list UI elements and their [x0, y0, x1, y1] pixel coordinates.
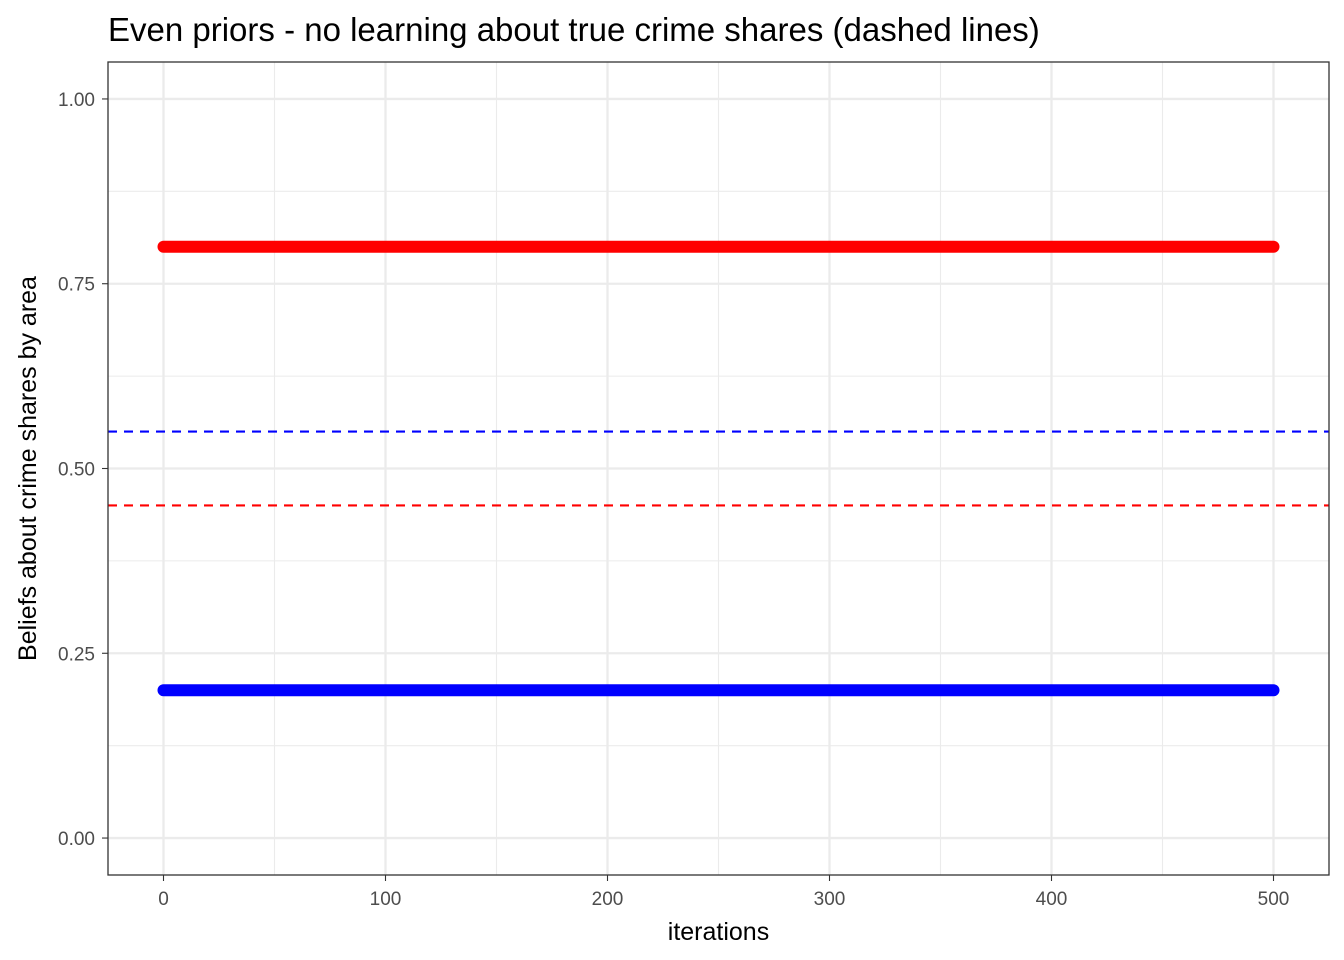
- x-tick-label: 300: [814, 889, 846, 910]
- x-axis: 0 100 200 300 400 500: [158, 875, 1289, 910]
- x-tick-label: 100: [370, 889, 402, 910]
- chart-title: Even priors - no learning about true cri…: [108, 11, 1040, 48]
- y-tick-label: 0.00: [58, 829, 95, 850]
- y-tick-label: 0.25: [58, 644, 95, 665]
- major-gridlines: [108, 62, 1329, 875]
- y-tick-label: 1.00: [58, 90, 95, 111]
- y-axis: 0.00 0.25 0.50 0.75 1.00: [58, 90, 108, 850]
- y-axis-title: Beliefs about crime shares by area: [14, 276, 42, 661]
- x-tick-label: 400: [1036, 889, 1068, 910]
- x-tick-label: 200: [592, 889, 624, 910]
- y-tick-label: 0.75: [58, 275, 95, 296]
- series-layer: [108, 240, 1329, 697]
- x-tick-label: 500: [1258, 889, 1290, 910]
- y-tick-label: 0.50: [58, 460, 95, 481]
- x-tick-label: 0: [158, 889, 169, 910]
- x-axis-title: iterations: [668, 918, 769, 946]
